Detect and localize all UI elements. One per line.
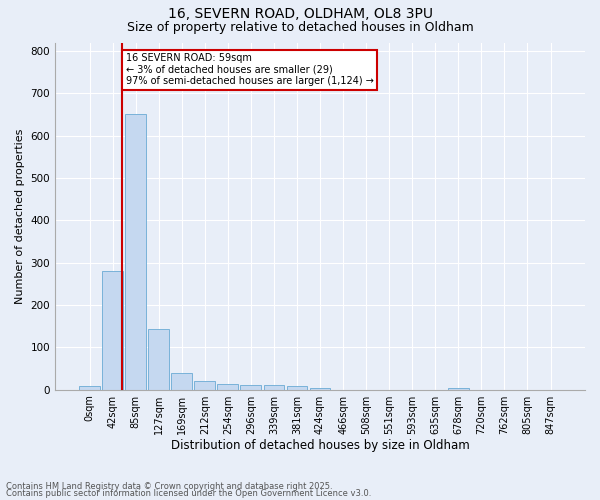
Bar (148, 329, 169, 390)
Bar (287, 386, 307, 390)
Bar (448, 388, 469, 390)
Bar (263, 384, 284, 390)
Y-axis label: Number of detached properties: Number of detached properties (15, 128, 25, 304)
Bar (79, 386, 100, 390)
Bar (310, 388, 331, 390)
Bar (241, 384, 261, 390)
Bar (172, 373, 192, 390)
Bar (194, 381, 215, 390)
Bar (217, 384, 238, 390)
Text: Contains HM Land Registry data © Crown copyright and database right 2025.: Contains HM Land Registry data © Crown c… (6, 482, 332, 491)
Text: Contains public sector information licensed under the Open Government Licence v3: Contains public sector information licen… (6, 490, 371, 498)
X-axis label: Distribution of detached houses by size in Oldham: Distribution of detached houses by size … (170, 440, 469, 452)
Bar (102, 271, 123, 390)
Bar (125, 114, 146, 390)
Text: 16, SEVERN ROAD, OLDHAM, OL8 3PU: 16, SEVERN ROAD, OLDHAM, OL8 3PU (167, 8, 433, 22)
Text: 16 SEVERN ROAD: 59sqm
← 3% of detached houses are smaller (29)
97% of semi-detac: 16 SEVERN ROAD: 59sqm ← 3% of detached h… (125, 53, 374, 86)
Text: Size of property relative to detached houses in Oldham: Size of property relative to detached ho… (127, 21, 473, 34)
